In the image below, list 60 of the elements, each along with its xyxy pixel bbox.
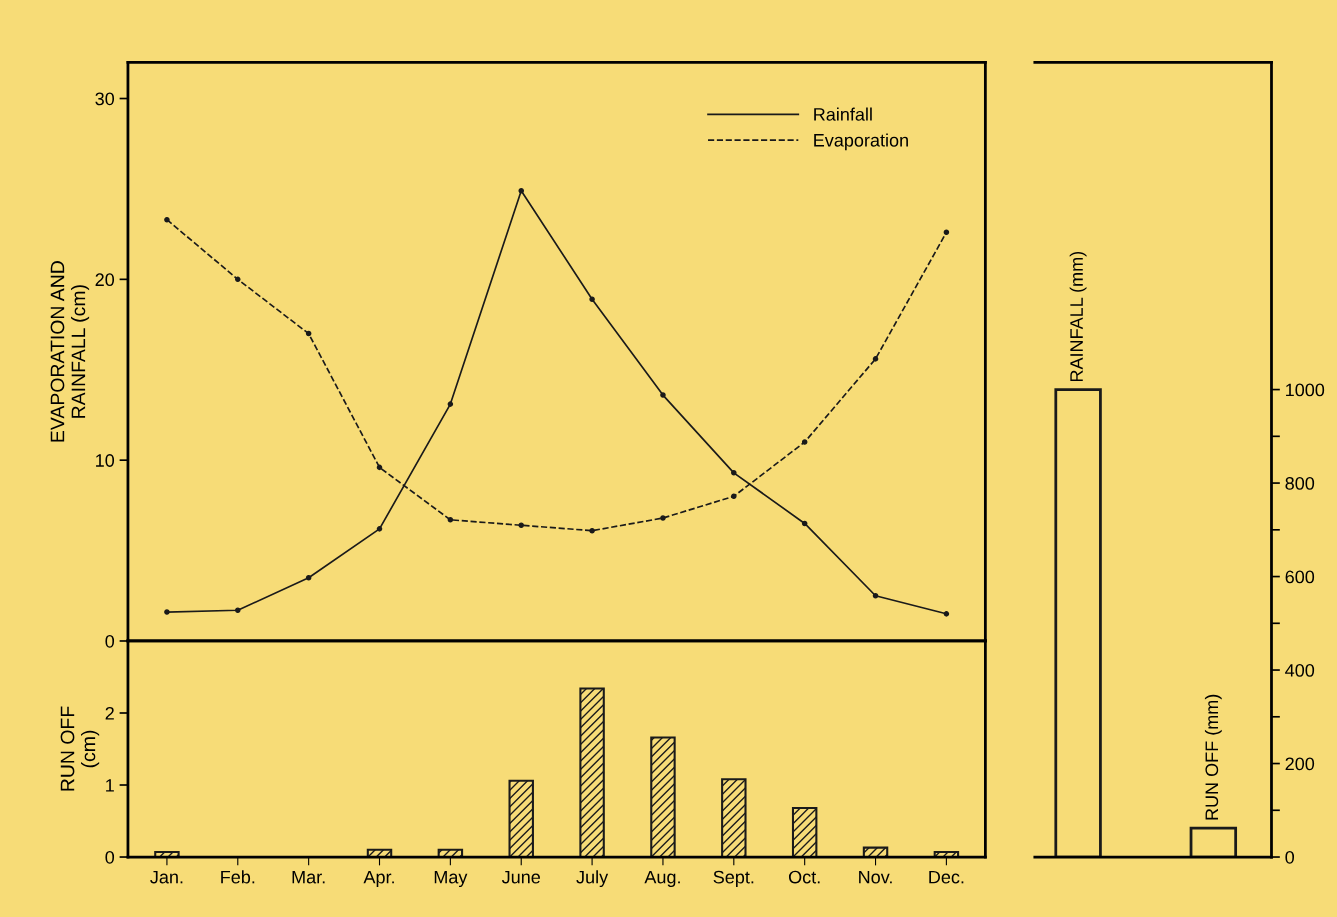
bar: [791, 807, 818, 858]
bar: [650, 736, 676, 858]
point: [235, 607, 241, 614]
point: [943, 229, 950, 236]
x-tick-label: June: [501, 870, 541, 884]
point: [447, 401, 454, 407]
y-tick-label: 30: [95, 92, 115, 106]
x-tick-label: Apr.: [363, 870, 394, 888]
point: [235, 276, 241, 283]
x-tick-label: RAINFALL (mm): [1069, 251, 1087, 382]
x-tick-label: Jan.: [150, 870, 183, 884]
point: [660, 392, 666, 398]
y-tick-label: 10: [96, 454, 115, 467]
point: [801, 439, 808, 445]
bar: [721, 778, 747, 858]
point: [376, 526, 383, 532]
x-tick-label: Aug.: [644, 870, 680, 888]
point: [943, 611, 950, 617]
y-axis-title: RUN OFF (cm): [60, 706, 100, 791]
point: [447, 517, 454, 523]
y-tick-label: 0: [105, 634, 115, 648]
y-tick-label: 200: [1285, 757, 1315, 771]
x-tick-label: Sept.: [713, 870, 754, 888]
point: [305, 330, 312, 337]
x-tick-label: July: [576, 870, 609, 888]
legend-label: Evaporation: [814, 133, 908, 151]
point: [801, 520, 808, 527]
point: [164, 609, 170, 615]
x-tick-label: Feb.: [221, 870, 255, 884]
x-tick-label: May: [434, 870, 468, 888]
point: [376, 464, 383, 471]
y-tick-label: 1000: [1286, 383, 1325, 397]
point: [872, 592, 879, 599]
bar: [508, 779, 534, 858]
point: [660, 515, 666, 521]
point: [731, 493, 737, 500]
y-tick-label: 0: [105, 850, 115, 864]
bar: [579, 687, 605, 858]
y-tick-label: 2: [105, 706, 114, 720]
point: [164, 216, 170, 223]
x-tick-label: Oct.: [788, 870, 820, 884]
y-tick-label: 20: [95, 273, 115, 287]
y-tick-label: 800: [1285, 477, 1315, 490]
legend-label: Rainfall: [814, 107, 872, 121]
point: [589, 527, 595, 534]
y-tick-label: 1: [106, 779, 114, 792]
x-tick-label: Mar.: [292, 870, 325, 884]
point: [305, 574, 312, 581]
x-tick-label: RUN OFF (mm): [1204, 694, 1222, 820]
point: [872, 356, 879, 362]
y-axis-title: EVAPORATION AND RAINFALL (cm): [50, 261, 90, 442]
y-tick-label: 600: [1285, 570, 1315, 584]
point: [518, 522, 525, 529]
point: [731, 470, 737, 476]
x-tick-label: Dec.: [929, 870, 964, 884]
y-tick-label: 0: [1285, 850, 1295, 864]
point: [589, 296, 595, 303]
y-tick-label: 400: [1285, 663, 1315, 677]
point: [518, 187, 525, 194]
x-tick-label: Nov.: [859, 870, 892, 884]
